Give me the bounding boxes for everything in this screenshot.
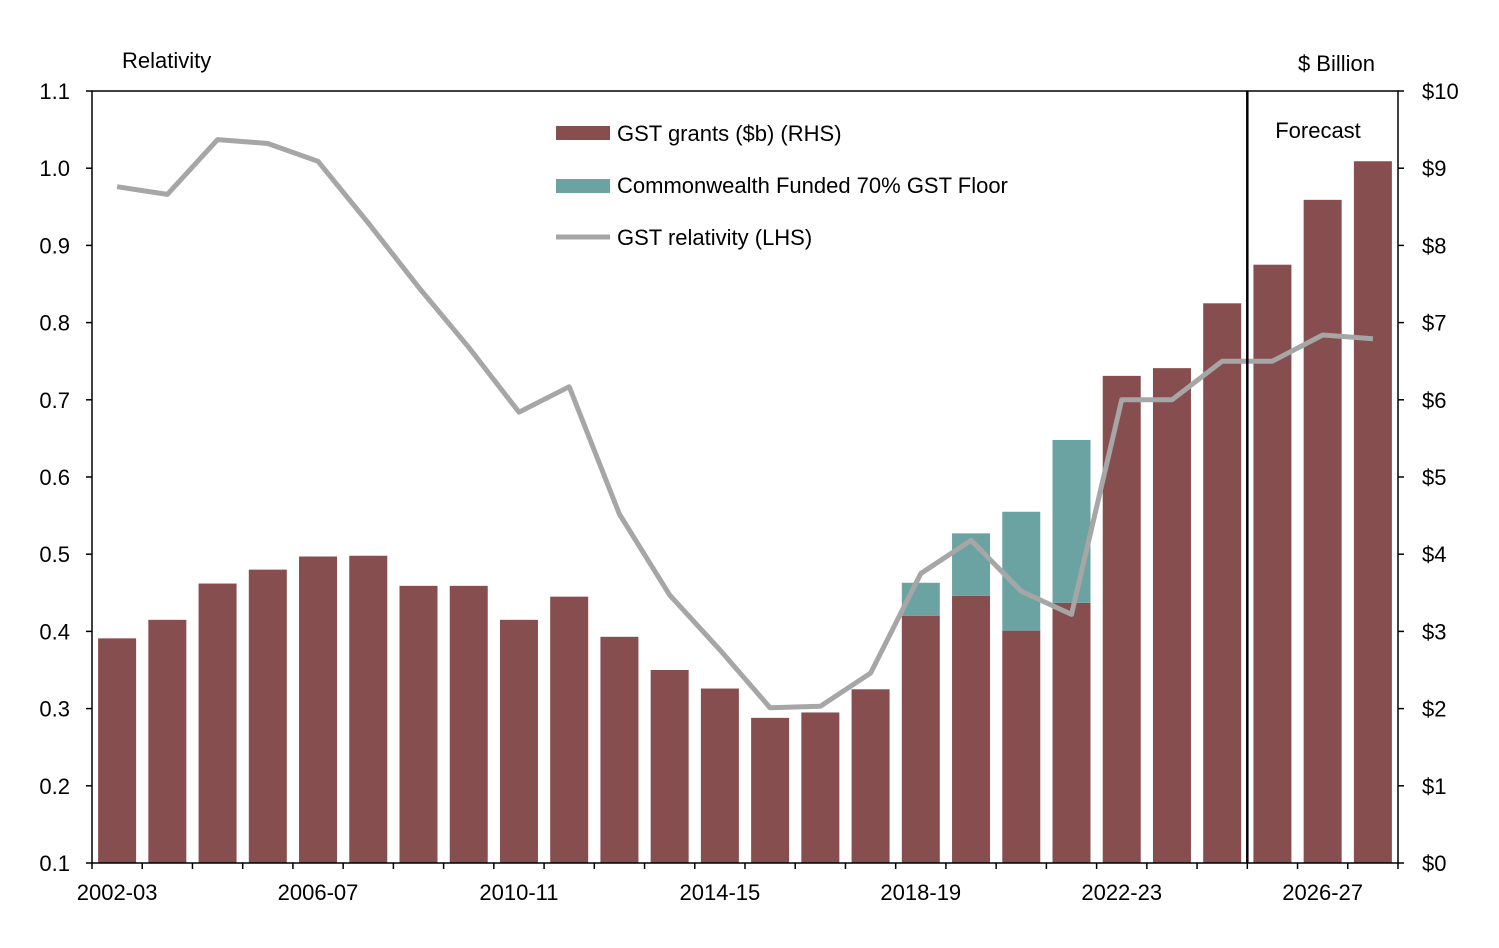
bar-gst-grants-2010-11 bbox=[500, 620, 538, 863]
bar-gst-grants-2011-12 bbox=[550, 597, 588, 863]
bar-gst-grants-2006-07 bbox=[299, 557, 337, 863]
bar-floor-2021-22 bbox=[1053, 440, 1091, 603]
plot-border bbox=[92, 91, 1398, 863]
bar-gst-grants-2019-20 bbox=[952, 596, 990, 863]
bar-gst-grants-2008-09 bbox=[400, 586, 438, 863]
left-axis-title: Relativity bbox=[122, 48, 211, 73]
bar-gst-grants-2005-06 bbox=[249, 570, 287, 863]
x-tick-label: 2006-07 bbox=[278, 880, 359, 905]
bar-gst-grants-2026-27 bbox=[1304, 200, 1342, 863]
bar-gst-grants-2024-25 bbox=[1203, 303, 1241, 863]
right-tick-label: $1 bbox=[1422, 774, 1446, 799]
right-tick-label: $6 bbox=[1422, 388, 1446, 413]
left-tick-label: 0.3 bbox=[39, 697, 70, 722]
bar-gst-grants-2017-18 bbox=[852, 689, 890, 863]
x-tick-label: 2026-27 bbox=[1282, 880, 1363, 905]
bar-gst-grants-2013-14 bbox=[651, 670, 689, 863]
left-tick-label: 1.1 bbox=[39, 79, 70, 104]
left-tick-label: 0.5 bbox=[39, 542, 70, 567]
legend: GST grants ($b) (RHS) Commonwealth Funde… bbox=[556, 121, 1008, 250]
legend-label-floor: Commonwealth Funded 70% GST Floor bbox=[617, 173, 1008, 198]
left-tick-label: 0.2 bbox=[39, 774, 70, 799]
bar-gst-grants-2012-13 bbox=[600, 637, 638, 863]
bar-gst-grants-2014-15 bbox=[701, 689, 739, 863]
bar-gst-grants-2016-17 bbox=[801, 712, 839, 863]
left-tick-label: 0.8 bbox=[39, 311, 70, 336]
bar-gst-grants-2023-24 bbox=[1153, 368, 1191, 863]
x-tick-label: 2018-19 bbox=[880, 880, 961, 905]
legend-label-relativity: GST relativity (LHS) bbox=[617, 225, 812, 250]
right-tick-label: $3 bbox=[1422, 619, 1446, 644]
legend-swatch-floor bbox=[556, 179, 610, 193]
x-tick-label: 2002-03 bbox=[77, 880, 158, 905]
right-tick-label: $5 bbox=[1422, 465, 1446, 490]
bar-gst-grants-2007-08 bbox=[349, 556, 387, 863]
right-tick-label: $2 bbox=[1422, 697, 1446, 722]
right-tick-label: $10 bbox=[1422, 79, 1459, 104]
bars-layer bbox=[98, 161, 1392, 863]
bar-gst-grants-2018-19 bbox=[902, 616, 940, 863]
left-tick-label: 0.1 bbox=[39, 851, 70, 876]
left-tick-label: 0.9 bbox=[39, 233, 70, 258]
bar-gst-grants-2020-21 bbox=[1002, 631, 1040, 863]
bar-gst-grants-2003-04 bbox=[148, 620, 186, 863]
right-tick-label: $4 bbox=[1422, 542, 1446, 567]
right-tick-label: $7 bbox=[1422, 311, 1446, 336]
right-axis-title: $ Billion bbox=[1298, 51, 1375, 76]
bar-gst-grants-2021-22 bbox=[1053, 603, 1091, 863]
bar-gst-grants-2015-16 bbox=[751, 718, 789, 863]
right-tick-label: $0 bbox=[1422, 851, 1446, 876]
x-tick-label: 2014-15 bbox=[680, 880, 761, 905]
left-tick-label: 0.6 bbox=[39, 465, 70, 490]
bar-gst-grants-2002-03 bbox=[98, 638, 136, 863]
x-tick-label: 2010-11 bbox=[479, 880, 558, 905]
left-tick-label: 0.7 bbox=[39, 388, 70, 413]
left-tick-label: 0.4 bbox=[39, 619, 70, 644]
left-tick-label: 1.0 bbox=[39, 156, 70, 181]
plot-frame bbox=[92, 91, 1398, 863]
legend-label-gst-grants: GST grants ($b) (RHS) bbox=[617, 121, 842, 146]
right-tick-label: $9 bbox=[1422, 156, 1446, 181]
x-tick-label: 2022-23 bbox=[1081, 880, 1162, 905]
right-tick-label: $8 bbox=[1422, 233, 1446, 258]
legend-swatch-gst-grants bbox=[556, 126, 610, 140]
bar-floor-2020-21 bbox=[1002, 512, 1040, 631]
bar-gst-grants-2027-28 bbox=[1354, 161, 1392, 863]
forecast-label: Forecast bbox=[1275, 118, 1361, 143]
bar-gst-grants-2009-10 bbox=[450, 586, 488, 863]
bar-gst-grants-2004-05 bbox=[199, 584, 237, 863]
